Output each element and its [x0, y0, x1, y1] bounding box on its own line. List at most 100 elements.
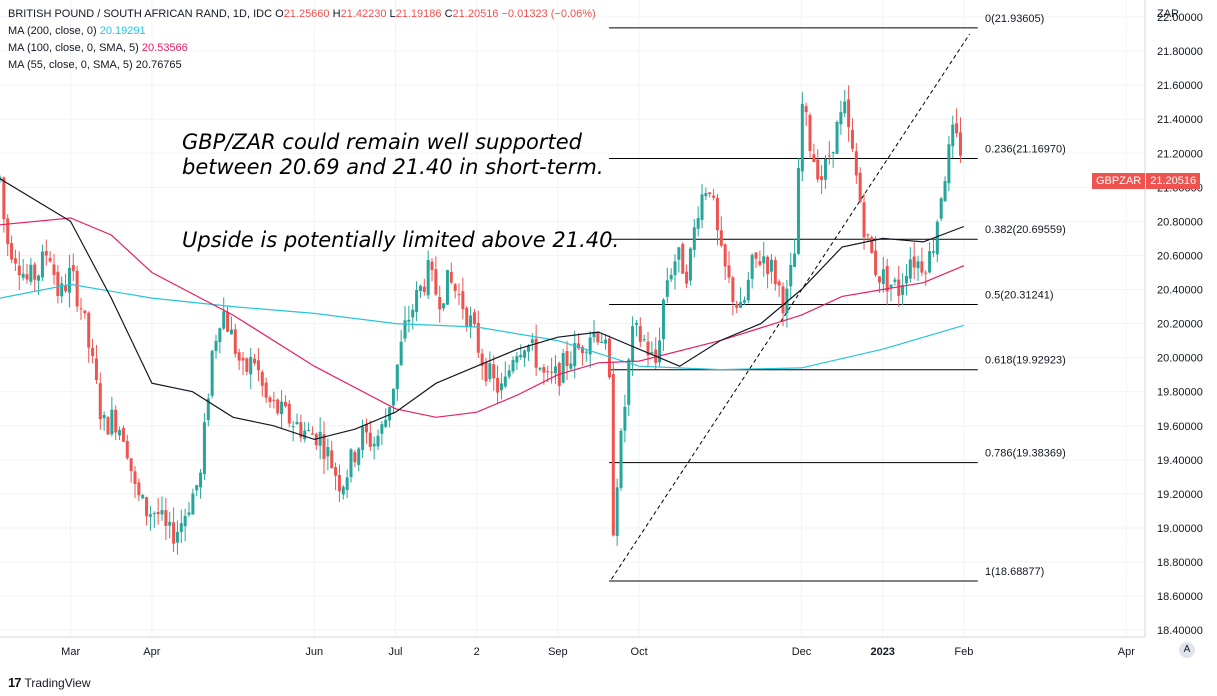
candle-down [453, 284, 457, 291]
candle-up [183, 515, 187, 527]
candle-down [64, 284, 68, 292]
candle-up [658, 340, 662, 363]
legend-high-value: 21.42230 [340, 8, 387, 20]
legend-ma200[interactable]: MA (200, close, 0) 20.19291 [8, 23, 596, 40]
candle-down [48, 258, 52, 262]
trendline [611, 33, 971, 580]
candle-up [839, 112, 843, 125]
candle-up [762, 256, 766, 264]
candle-up [619, 430, 623, 488]
candle-up [399, 341, 403, 365]
candle-down [550, 371, 554, 373]
candle-down [125, 440, 129, 459]
candle-down [719, 230, 723, 246]
candle-up [692, 227, 696, 250]
candle-up [943, 181, 947, 202]
x-tick-label: 2 [474, 646, 480, 658]
candle-up [526, 345, 530, 352]
x-tick-label: Sep [548, 646, 568, 658]
candle-up [908, 259, 912, 279]
y-tick-label: 19.80000 [1157, 387, 1203, 399]
ma55-value: 20.76765 [135, 59, 182, 71]
fib-level-label: 0.786(19.38369) [985, 448, 1066, 460]
fib-level-label: 0.236(21.16970) [985, 143, 1066, 155]
candle-down [773, 260, 777, 285]
ma200-line [0, 283, 965, 371]
candle-up [187, 512, 191, 515]
candle-up [0, 177, 2, 179]
candle-down [565, 351, 569, 366]
candle-down [484, 362, 488, 382]
candle-down [766, 256, 770, 275]
candle-up [415, 289, 419, 312]
auto-scale-button[interactable]: A [1179, 642, 1195, 658]
candle-up [523, 350, 527, 358]
candle-up [901, 284, 905, 295]
candle-down [287, 403, 291, 424]
candle-down [877, 276, 881, 283]
candle-down [449, 271, 453, 283]
y-tick-label: 22.00000 [1157, 12, 1203, 24]
candle-down [808, 115, 812, 152]
annotation-line-3: Upside is potentially limited above 21.4… [182, 228, 620, 252]
candle-up [326, 447, 330, 457]
y-tick-label: 19.00000 [1157, 523, 1203, 535]
x-tick-label: Oct [631, 646, 648, 658]
candle-up [488, 363, 492, 380]
candle-up [634, 322, 638, 325]
legend-high-label: H [332, 8, 341, 20]
candle-down [368, 432, 372, 447]
candle-down [715, 197, 719, 231]
candle-up [341, 486, 345, 495]
candle-down [492, 364, 496, 379]
y-tick-label: 18.40000 [1157, 625, 1203, 637]
candle-down [91, 347, 95, 357]
candle-up [769, 259, 773, 272]
candle-down [422, 286, 426, 292]
candle-up [688, 248, 692, 281]
fibonacci-retracement: 0(21.93605) 0.236(21.16970) 0.382(20.69559… [609, 13, 1066, 582]
candle-down [33, 264, 37, 280]
candle-down [172, 522, 176, 544]
candle-up [669, 274, 673, 280]
candle-up [206, 398, 210, 420]
candle-up [503, 376, 507, 387]
candle-up [376, 435, 380, 447]
candle-down [758, 261, 762, 265]
candle-up [789, 265, 793, 287]
candle-down [847, 99, 851, 128]
candle-up [881, 269, 885, 285]
candle-down [75, 270, 79, 307]
candle-up [202, 422, 206, 474]
candle-down [858, 172, 862, 202]
candle-up [218, 328, 222, 343]
annotation-line-1: GBP/ZAR could remain well supported [182, 130, 582, 154]
candle-down [920, 261, 924, 273]
candle-up [499, 383, 503, 391]
candle-up [623, 406, 627, 431]
candle-down [264, 382, 268, 398]
candle-down [804, 106, 808, 113]
candles [0, 85, 962, 555]
candle-up [307, 429, 311, 431]
candle-up [800, 104, 804, 172]
candle-down [874, 250, 878, 275]
candle-down [94, 358, 98, 380]
candle-down [955, 123, 959, 134]
tradingview-brand[interactable]: 17 TradingView [8, 675, 91, 690]
x-tick-label: Apr [1118, 646, 1135, 658]
candle-down [465, 307, 469, 327]
candle-up [280, 401, 284, 415]
candle-down [476, 322, 480, 353]
legend-ma55[interactable]: MA (55, close, 0, SMA, 5) 20.76765 [8, 57, 596, 74]
legend-symbol: BRITISH POUND / SOUTH AFRICAN RAND, 1D, … [8, 8, 273, 20]
legend-ma100[interactable]: MA (100, close, 0, SMA, 5) 20.53566 [8, 40, 596, 57]
candle-down [434, 269, 438, 295]
candle-down [299, 422, 303, 438]
candle-down [145, 497, 149, 517]
candle-down [256, 360, 260, 371]
legend-open-label: O [275, 8, 284, 20]
candle-up [947, 144, 951, 184]
grid [0, 0, 1145, 637]
